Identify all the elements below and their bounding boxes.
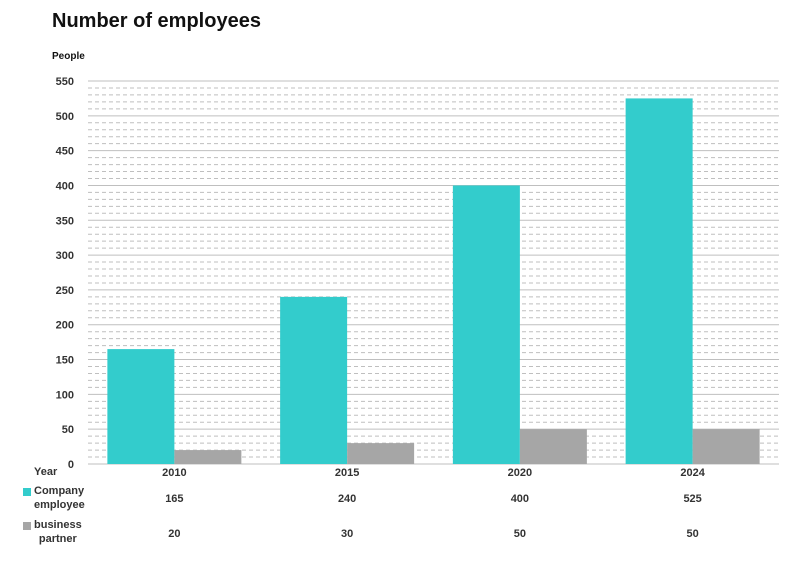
y-tick-label: 550 xyxy=(56,76,74,88)
y-tick-label: 250 xyxy=(56,285,74,297)
y-tick-label: 400 xyxy=(56,180,74,192)
legend-label-line1: business xyxy=(34,519,82,531)
y-tick-label: 300 xyxy=(56,250,74,262)
data-table-value: 50 xyxy=(687,528,699,540)
x-category-label: 2020 xyxy=(508,467,532,479)
bar-company-employee xyxy=(280,296,348,464)
legend-label-line2: partner xyxy=(38,533,77,545)
bar-company-employee xyxy=(452,185,520,465)
chart-title: Number of employees xyxy=(52,10,261,32)
x-category-label: 2015 xyxy=(335,467,359,479)
y-tick-label: 150 xyxy=(56,355,74,367)
x-category-label: 2024 xyxy=(680,467,705,479)
data-table-value: 20 xyxy=(168,528,180,540)
legend-swatch-company-employee xyxy=(23,488,31,496)
legend-swatch-business-partner xyxy=(23,522,31,530)
data-table-value: 50 xyxy=(514,528,526,540)
y-tick-label: 450 xyxy=(56,146,74,158)
bar-business-partner xyxy=(347,443,415,464)
y-axis-ticks: 0 50 100 150 200 250 300 350 400 450 500 550 xyxy=(56,76,74,471)
bar-business-partner xyxy=(174,450,242,464)
data-table-value: 240 xyxy=(338,493,356,505)
x-axis-categories: 2010 2015 2020 2024 xyxy=(162,467,706,479)
data-table-value: 30 xyxy=(341,528,353,540)
y-tick-label: 50 xyxy=(62,424,74,436)
y-axis-unit-label: People xyxy=(52,51,85,62)
y-tick-label: 0 xyxy=(68,459,74,471)
x-category-label: 2010 xyxy=(162,467,186,479)
bar-company-employee xyxy=(625,98,693,464)
data-table-values: 165 20 240 30 400 50 525 50 xyxy=(165,493,702,540)
y-tick-label: 350 xyxy=(56,215,74,227)
y-tick-label: 500 xyxy=(56,111,74,123)
legend-label-line2: employee xyxy=(34,499,85,511)
legend-label-line1: Company xyxy=(34,485,85,497)
bar-company-employee xyxy=(107,349,175,464)
data-table-value: 165 xyxy=(165,493,183,505)
bar-business-partner xyxy=(692,429,760,464)
bars xyxy=(107,98,760,465)
bar-business-partner xyxy=(519,429,587,464)
data-table-value: 525 xyxy=(683,493,701,505)
data-table-value: 400 xyxy=(511,493,529,505)
data-table-year-label: Year xyxy=(34,466,58,478)
y-tick-label: 100 xyxy=(56,389,74,401)
y-tick-label: 200 xyxy=(56,320,74,332)
